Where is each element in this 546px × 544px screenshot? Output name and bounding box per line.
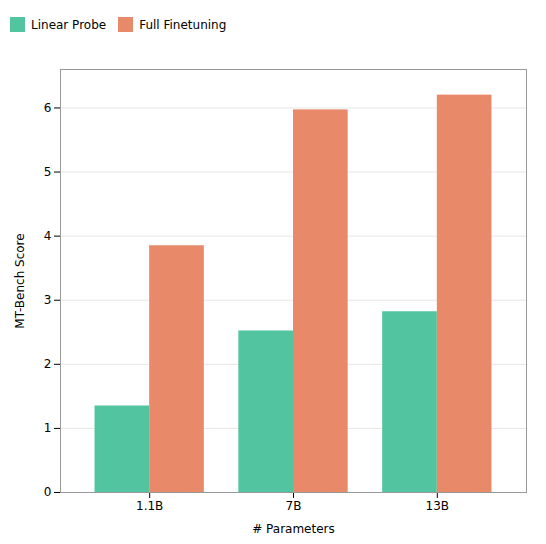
- svg-text:MT-Bench Score: MT-Bench Score: [13, 233, 27, 328]
- html-text:Linear Probe: Linear Probe: [31, 17, 107, 32]
- svg-text:4: 4: [44, 229, 52, 243]
- svg-text:5: 5: [44, 165, 52, 179]
- svg-text:7B: 7B: [286, 499, 302, 513]
- html-text:Full Finetuning: Full Finetuning: [139, 17, 227, 32]
- svg-text:0: 0: [44, 485, 52, 499]
- svg-text:13B: 13B: [426, 499, 450, 513]
- svg-text:6: 6: [44, 101, 52, 115]
- svg-text:2: 2: [44, 357, 52, 371]
- svg-text:3: 3: [44, 293, 52, 307]
- svg-text:1: 1: [44, 421, 52, 435]
- svg-text:# Parameters: # Parameters: [252, 522, 335, 536]
- svg-text:1.1B: 1.1B: [136, 499, 163, 513]
